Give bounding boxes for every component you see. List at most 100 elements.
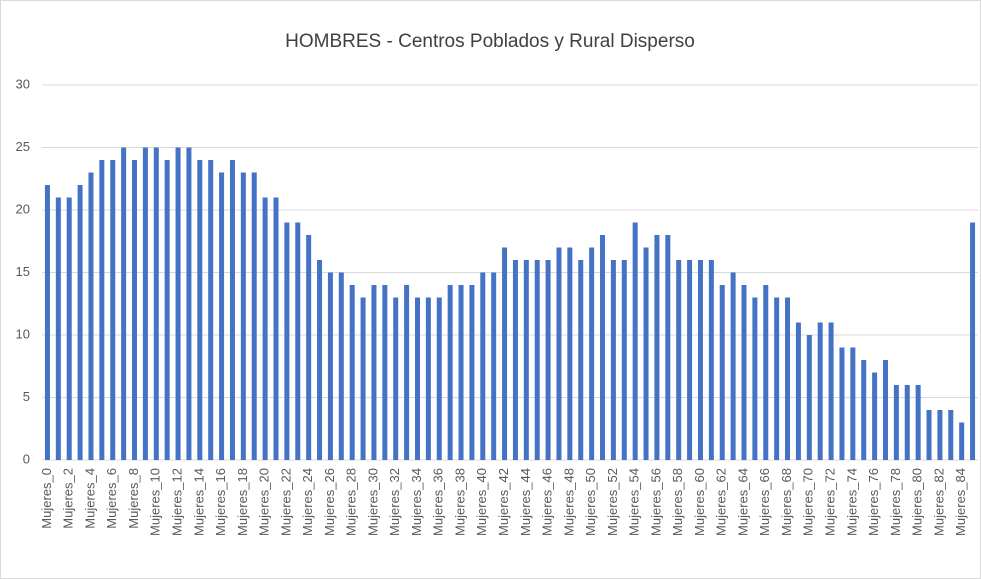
chart-title: HOMBRES - Centros Poblados y Rural Dispe… — [285, 31, 695, 52]
x-tick-label: Mujeres_32 — [387, 468, 402, 536]
y-tick-label: 30 — [16, 76, 30, 91]
x-tick-label: Mujeres_62 — [714, 468, 729, 536]
bar — [730, 272, 736, 460]
bar — [175, 147, 181, 460]
x-tick-label: Mujeres_22 — [278, 468, 293, 536]
x-tick-label: Mujeres_12 — [169, 468, 184, 536]
bar — [795, 322, 801, 460]
bar — [774, 297, 780, 460]
bar — [186, 147, 192, 460]
x-tick-label: Mujeres_2 — [61, 468, 76, 529]
bar — [654, 235, 660, 460]
bar — [88, 172, 94, 460]
x-tick-label: Mujeres_56 — [648, 468, 663, 536]
bar — [447, 285, 453, 460]
bar — [665, 235, 671, 460]
bar — [469, 285, 475, 460]
bar — [121, 147, 127, 460]
bar — [893, 385, 899, 460]
bar — [338, 272, 344, 460]
bar — [425, 297, 431, 460]
x-tick-label: Mujeres_74 — [844, 468, 859, 536]
bar — [937, 410, 943, 460]
bar — [839, 347, 845, 460]
bar — [502, 247, 508, 460]
x-tick-label: Mujeres_72 — [823, 468, 838, 536]
x-tick-label: Mujeres_34 — [409, 468, 424, 536]
bar — [436, 297, 442, 460]
y-tick-label: 0 — [23, 451, 30, 466]
x-tick-label: Mujeres_16 — [213, 468, 228, 536]
bar — [240, 172, 246, 460]
bar — [872, 372, 878, 460]
x-tick-label: Mujeres_48 — [561, 468, 576, 536]
bar — [219, 172, 225, 460]
x-tick-label: Mujeres_84 — [953, 468, 968, 536]
bar — [697, 260, 703, 460]
x-tick-label: Mujeres_46 — [540, 468, 555, 536]
bar — [208, 160, 214, 460]
bar — [806, 335, 812, 460]
bar — [632, 222, 638, 460]
x-tick-label: Mujeres_66 — [757, 468, 772, 536]
bar — [295, 222, 301, 460]
bar — [567, 247, 573, 460]
x-tick-label: Mujeres_18 — [235, 468, 250, 536]
x-tick-label: Mujeres_64 — [735, 468, 750, 536]
y-tick-label: 10 — [16, 326, 30, 341]
x-tick-label: Mujeres_50 — [583, 468, 598, 536]
bar — [948, 410, 954, 460]
x-tick-label: Mujeres_80 — [910, 468, 925, 536]
bar — [404, 285, 410, 460]
bar — [817, 322, 823, 460]
bar — [393, 297, 399, 460]
bar — [904, 385, 910, 460]
x-tick-label: Mujeres_6 — [104, 468, 119, 529]
bar — [589, 247, 595, 460]
bar — [926, 410, 932, 460]
bar — [349, 285, 355, 460]
bar — [523, 260, 529, 460]
bar — [44, 185, 50, 460]
bar — [284, 222, 290, 460]
bar — [360, 297, 366, 460]
x-tick-label: Mujeres_78 — [888, 468, 903, 536]
bar — [959, 422, 965, 460]
x-tick-label: Mujeres_54 — [627, 468, 642, 536]
bar — [317, 260, 323, 460]
bar — [828, 322, 834, 460]
bar — [480, 272, 486, 460]
x-tick-label: Mujeres_42 — [496, 468, 511, 536]
x-tick-label: Mujeres_68 — [779, 468, 794, 536]
bar — [251, 172, 257, 460]
bar — [687, 260, 693, 460]
x-tick-label: Mujeres_44 — [518, 468, 533, 536]
bar — [850, 347, 856, 460]
x-tick-label: Mujeres_40 — [474, 468, 489, 536]
y-tick-label: 25 — [16, 139, 30, 154]
x-tick-label: Mujeres_14 — [191, 468, 206, 536]
bar — [153, 147, 159, 460]
x-tick-label: Mujeres_30 — [365, 468, 380, 536]
x-tick-label: Mujeres_52 — [605, 468, 620, 536]
bar — [132, 160, 138, 460]
bar — [273, 197, 279, 460]
bar — [229, 160, 235, 460]
bar — [197, 160, 203, 460]
bar — [621, 260, 627, 460]
x-tick-label: Mujeres_70 — [801, 468, 816, 536]
x-tick-label: Mujeres_76 — [866, 468, 881, 536]
y-tick-label: 15 — [16, 264, 30, 279]
bar — [600, 235, 606, 460]
bar — [66, 197, 72, 460]
bar — [752, 297, 758, 460]
bar — [371, 285, 377, 460]
x-tick-label: Mujeres_28 — [344, 468, 359, 536]
x-tick-label: Mujeres_58 — [670, 468, 685, 536]
x-tick-label: Mujeres_4 — [82, 468, 97, 529]
bar — [99, 160, 105, 460]
x-tick-label: Mujeres_8 — [126, 468, 141, 529]
x-tick-label: Mujeres_36 — [431, 468, 446, 536]
bar — [708, 260, 714, 460]
